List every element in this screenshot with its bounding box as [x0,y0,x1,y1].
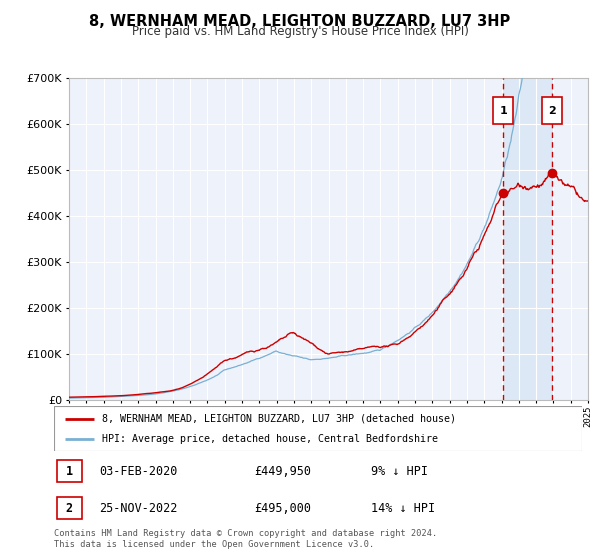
Text: £449,950: £449,950 [254,465,311,478]
FancyBboxPatch shape [542,97,562,124]
FancyBboxPatch shape [56,460,82,482]
Text: £495,000: £495,000 [254,502,311,515]
Text: 1: 1 [499,106,507,115]
Text: 8, WERNHAM MEAD, LEIGHTON BUZZARD, LU7 3HP: 8, WERNHAM MEAD, LEIGHTON BUZZARD, LU7 3… [89,14,511,29]
FancyBboxPatch shape [56,497,82,520]
Text: 14% ↓ HPI: 14% ↓ HPI [371,502,435,515]
FancyBboxPatch shape [493,97,513,124]
Bar [503,78,551,400]
Text: 25-NOV-2022: 25-NOV-2022 [99,502,177,515]
FancyBboxPatch shape [54,406,582,451]
Text: Contains HM Land Registry data © Crown copyright and database right 2024.
This d: Contains HM Land Registry data © Crown c… [54,529,437,549]
Text: 1: 1 [66,465,73,478]
Text: 9% ↓ HPI: 9% ↓ HPI [371,465,428,478]
Text: Price paid vs. HM Land Registry's House Price Index (HPI): Price paid vs. HM Land Registry's House … [131,25,469,38]
Text: 2: 2 [548,106,556,115]
Text: 2: 2 [66,502,73,515]
Text: 03-FEB-2020: 03-FEB-2020 [99,465,177,478]
Text: HPI: Average price, detached house, Central Bedfordshire: HPI: Average price, detached house, Cent… [101,434,437,444]
Text: 8, WERNHAM MEAD, LEIGHTON BUZZARD, LU7 3HP (detached house): 8, WERNHAM MEAD, LEIGHTON BUZZARD, LU7 3… [101,413,455,423]
